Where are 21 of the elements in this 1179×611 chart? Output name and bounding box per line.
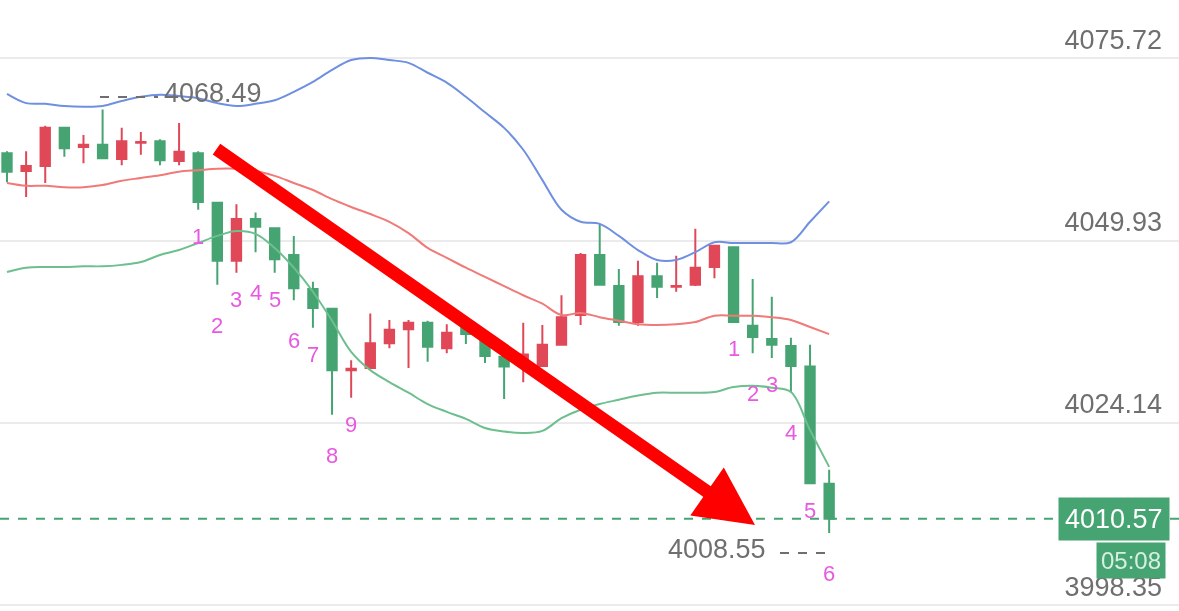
text: 6 [288,328,301,353]
text: 7 [307,342,320,367]
y-tick-label: 3998.35 [1064,571,1162,602]
text: 1 [728,336,741,361]
text: 9 [345,412,358,437]
text: 3 [230,287,243,312]
text: 2 [211,313,224,338]
ref-line-label: 4010.57 [1065,504,1163,534]
text: 4 [250,280,263,305]
y-tick-label: 4075.72 [1064,25,1162,56]
annotation: 4068.49 [164,78,262,108]
text: 05:08 [1101,547,1162,574]
annotation: 4008.55 [668,534,766,564]
text: 5 [804,498,817,523]
text: 4 [785,420,798,445]
y-tick-label: 4024.14 [1064,389,1162,420]
text: 8 [326,443,339,468]
text: 6 [823,561,836,586]
text: 2 [747,381,760,406]
y-tick-label: 4049.93 [1064,207,1162,238]
text: 5 [269,287,282,312]
